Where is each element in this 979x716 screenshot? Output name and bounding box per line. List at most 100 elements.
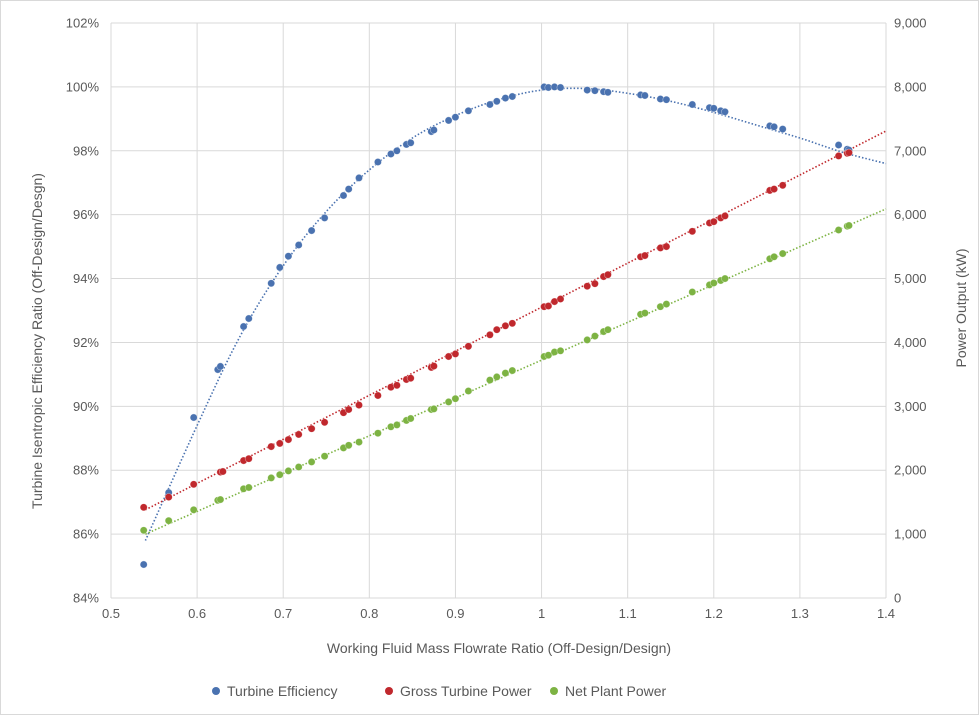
gross-turbine-power-point — [464, 342, 473, 351]
net-plant-power-point — [770, 252, 778, 261]
y-right-tick-label: 6,000 — [894, 207, 927, 222]
legend-marker-gross-turbine-power — [385, 687, 393, 695]
turbine-efficiency-point — [451, 113, 460, 122]
gross-turbine-power-point — [164, 493, 173, 501]
net-plant-power-point — [284, 466, 293, 475]
gross-turbine-power-point — [604, 270, 612, 279]
turbine-efficiency-point — [604, 88, 612, 97]
turbine-efficiency-point — [464, 106, 473, 115]
gross-turbine-power-point — [662, 242, 671, 251]
x-axis-ticks: 0.5 0.6 0.7 0.8 0.9 1 1.1 1.2 1.3 1.4 — [102, 606, 895, 621]
gross-turbine-power-point — [275, 439, 284, 448]
turbine-efficiency-point — [662, 95, 671, 104]
grid-lines — [110, 22, 887, 599]
x-tick-label: 1.2 — [705, 606, 723, 621]
net-plant-power-point — [216, 495, 225, 504]
turbine-efficiency-point — [778, 125, 787, 134]
net-plant-power-point — [451, 394, 460, 403]
x-tick-label: 0.7 — [274, 606, 292, 621]
net-plant-power-point — [834, 226, 843, 234]
legend-marker-net-plant-power — [550, 687, 558, 695]
net-plant-power-point — [373, 429, 382, 438]
gross-turbine-power-point — [501, 321, 510, 330]
y-right-tick-label: 1,000 — [894, 527, 927, 542]
gross-turbine-power-point — [344, 405, 353, 414]
y-left-tick-label: 92% — [73, 335, 99, 350]
x-tick-label: 1.3 — [791, 606, 809, 621]
net-plant-power-point — [164, 516, 173, 525]
net-plant-power-point — [845, 221, 853, 230]
gross-turbine-power-point — [688, 227, 697, 236]
net-plant-power-point — [485, 376, 494, 384]
y-right-axis-title: Power Output (kW) — [953, 248, 969, 367]
turbine-efficiency-point — [307, 226, 316, 235]
net-plant-power-point — [294, 463, 303, 471]
turbine-efficiency-point — [709, 104, 718, 113]
turbine-efficiency-point — [688, 100, 697, 109]
gross-turbine-power-point — [485, 330, 494, 339]
y-right-tick-label: 2,000 — [894, 463, 927, 478]
turbine-efficiency-point — [583, 86, 592, 94]
turbine-efficiency-point — [721, 107, 729, 116]
turbine-efficiency-point — [501, 94, 510, 102]
turbine-efficiency-point — [339, 191, 348, 200]
net-plant-power-point — [320, 452, 329, 461]
y-right-tick-label: 8,000 — [894, 79, 927, 94]
net-plant-power-point — [392, 420, 401, 429]
gross-turbine-power-point — [834, 151, 843, 160]
gross-turbine-power-point — [294, 430, 303, 439]
net-plant-power-point — [662, 300, 671, 308]
net-plant-power-point — [307, 457, 316, 466]
y-right-tick-label: 0 — [894, 591, 901, 606]
x-tick-label: 0.8 — [360, 606, 378, 621]
y-right-tick-label: 3,000 — [894, 399, 927, 414]
gross-turbine-power-point — [320, 418, 329, 427]
gross-turbine-power-point — [770, 185, 778, 193]
net-plant-power-point — [344, 441, 353, 450]
turbine-efficiency-point — [139, 560, 148, 569]
net-plant-power-point — [355, 438, 363, 446]
net-plant-power-point — [688, 288, 697, 296]
gross-turbine-power-point — [267, 442, 276, 451]
x-tick-label: 1.1 — [619, 606, 637, 621]
turbine-efficiency-point — [406, 138, 415, 147]
gross-turbine-power-point — [591, 279, 599, 288]
turbine-efficiency-point — [386, 150, 395, 158]
legend-label-net-plant-power: Net Plant Power — [565, 683, 666, 699]
data-points — [139, 83, 853, 569]
turbine-efficiency-point — [267, 279, 276, 288]
turbine-efficiency-point — [641, 91, 649, 100]
net-plant-power-point — [139, 526, 148, 535]
turbine-efficiency-point — [444, 116, 453, 125]
net-plant-power-point — [604, 325, 612, 334]
gross-turbine-power-point — [392, 381, 401, 390]
turbine-efficiency-point — [284, 252, 293, 261]
gross-turbine-power-point — [244, 454, 253, 463]
net-plant-power-point — [444, 397, 453, 406]
y-right-axis-ticks: 0 1,000 2,000 3,000 4,000 5,000 6,000 7,000 8,00… — [894, 16, 927, 606]
net-plant-power-point — [492, 372, 501, 381]
gross-turbine-power-point — [583, 282, 592, 291]
turbine-efficiency-point — [591, 86, 599, 95]
y-right-tick-label: 7,000 — [894, 143, 927, 158]
turbine-efficiency-point — [239, 322, 248, 331]
net-plant-power-point — [591, 332, 599, 340]
x-axis-title: Working Fluid Mass Flowrate Ratio (Off-D… — [327, 640, 671, 656]
gross-turbine-power-point — [355, 401, 363, 409]
gross-turbine-power-point — [139, 503, 148, 512]
turbine-efficiency-point — [355, 173, 363, 182]
turbine-efficiency-point — [492, 97, 501, 106]
turbine-efficiency-point — [294, 241, 303, 249]
net-plant-power-point — [641, 309, 649, 317]
gross-turbine-power-point — [307, 424, 316, 433]
y-right-tick-label: 5,000 — [894, 271, 927, 286]
legend-label-gross-turbine-power: Gross Turbine Power — [400, 683, 532, 699]
gross-turbine-power-point — [218, 467, 227, 476]
y-left-tick-label: 98% — [73, 143, 99, 158]
trend-lines — [144, 87, 887, 541]
y-left-tick-label: 86% — [73, 527, 99, 542]
y-left-tick-label: 100% — [66, 79, 100, 94]
y-left-tick-label: 88% — [73, 463, 99, 478]
net-plant-power-point — [501, 369, 510, 377]
